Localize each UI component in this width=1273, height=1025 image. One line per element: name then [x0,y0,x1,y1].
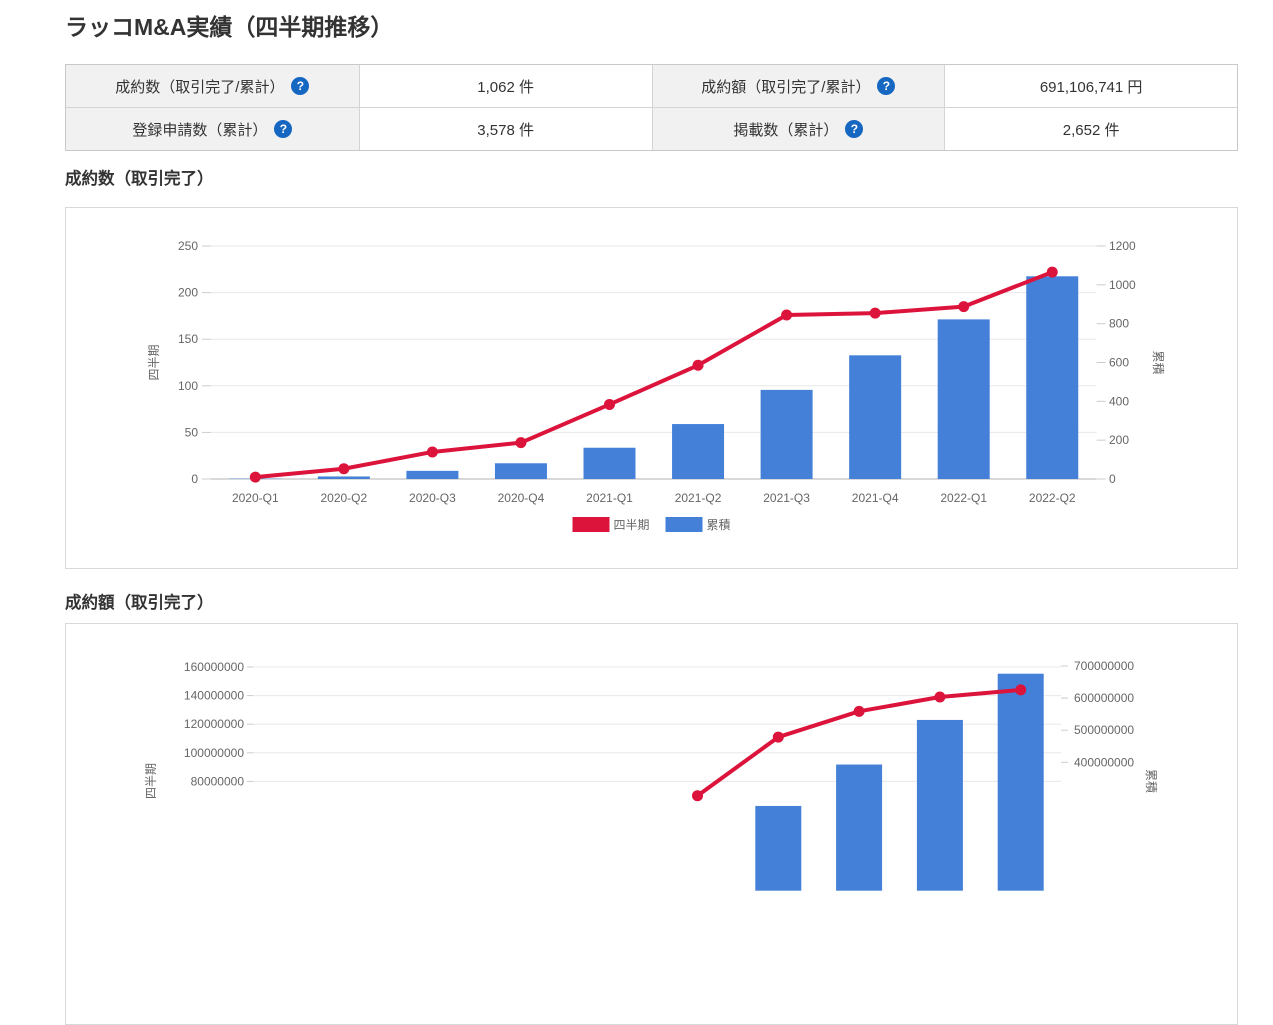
help-icon[interactable]: ? [274,120,292,138]
left-axis-tick-label: 80000000 [191,774,245,788]
right-axis-tick-label: 400000000 [1074,755,1134,769]
x-axis-label: 2021-Q1 [586,491,633,505]
right-axis-tick-label: 200 [1109,433,1129,447]
left-axis-tick-label: 140000000 [184,689,244,703]
stat-label-text: 成約数（取引完了/累計） [115,76,284,97]
stats-row-2: 登録申請数（累計） ? 3,578 件 掲載数（累計） ? 2,652 件 [66,107,1237,150]
left-axis-tick-label: 200 [178,286,198,300]
chart-contract-amount: 80000000 100000000 120000000 140000000 16000… [65,623,1238,1025]
chart-contract-count: 0 50 100 150 200 250 0 200 400 600 800 1000 1200 2020… [65,207,1238,569]
stat-listing-count-label: 掲載数（累計） ? [652,108,945,150]
stat-listing-count-value: 2,652 件 [944,108,1237,150]
x-axis-label: 2020-Q1 [232,491,279,505]
quarterly-line-point [692,790,703,801]
left-axis-tick-label: 160000000 [184,660,244,674]
right-axis-tick-label: 600000000 [1074,691,1134,705]
section-title-contract-amount: 成約額（取引完了） [65,593,1238,614]
stats-table: 成約数（取引完了/累計） ? 1,062 件 成約額（取引完了/累計） ? 69… [65,64,1238,151]
left-axis-title: 四半期 [147,344,161,380]
quarterly-line-point [693,360,704,371]
stat-contract-amount-label: 成約額（取引完了/累計） ? [652,65,945,107]
help-icon[interactable]: ? [845,120,863,138]
quarterly-line-point [781,309,792,320]
stat-contract-count-label: 成約数（取引完了/累計） ? [66,65,359,107]
cumulative-bar [672,424,724,479]
x-axis-label: 2021-Q4 [852,491,899,505]
page: ラッコM&A実績（四半期推移） 成約数（取引完了/累計） ? 1,062 件 成… [65,0,1238,1025]
x-axis-label: 2022-Q2 [1029,491,1076,505]
right-axis-tick-label: 400 [1109,394,1129,408]
x-axis-label: 2020-Q2 [320,491,367,505]
quarterly-line-point [250,472,261,483]
quarterly-line [255,272,1052,477]
cumulative-bar [755,806,801,891]
left-axis-tick-label: 250 [178,239,198,253]
x-axis-label: 2020-Q4 [498,491,545,505]
help-icon[interactable]: ? [291,77,309,95]
stat-registration-count-value: 3,578 件 [359,108,652,150]
right-axis-tick-label: 800 [1109,317,1129,331]
stat-contract-amount-value: 691,106,741 円 [944,65,1237,107]
quarterly-line-point [427,446,438,457]
x-axis-label: 2022-Q1 [940,491,987,505]
left-axis-tick-label: 120000000 [184,717,244,731]
stats-row-1: 成約数（取引完了/累計） ? 1,062 件 成約額（取引完了/累計） ? 69… [66,65,1237,107]
quarterly-line-point [958,301,969,312]
legend-swatch[interactable] [666,517,703,532]
stat-contract-count-value: 1,062 件 [359,65,652,107]
quarterly-line-point [515,437,526,448]
stat-registration-count-label: 登録申請数（累計） ? [66,108,359,150]
cumulative-bar [917,720,963,891]
legend-swatch[interactable] [573,517,610,532]
left-axis-tick-label: 100 [178,379,198,393]
right-axis-tick-label: 600 [1109,356,1129,370]
quarterly-line-point [870,308,881,319]
cumulative-bar [761,390,813,479]
left-axis-tick-label: 100000000 [184,746,244,760]
quarterly-line-point [1047,267,1058,278]
right-axis-title: 累積 [1144,769,1159,793]
cumulative-bar [1026,276,1078,479]
help-icon[interactable]: ? [877,77,895,95]
contract-count-combo-chart: 0 50 100 150 200 250 0 200 400 600 800 1000 1200 2020… [66,208,1237,568]
quarterly-line-point [604,399,615,410]
quarterly-line-point [1015,684,1026,695]
quarterly-line-point [854,706,865,717]
right-axis-tick-label: 700000000 [1074,659,1134,673]
x-axis-label: 2021-Q2 [675,491,722,505]
x-axis-label: 2020-Q3 [409,491,456,505]
right-axis-tick-label: 1000 [1109,278,1136,292]
x-axis-label: 2021-Q3 [763,491,810,505]
section-title-contract-count: 成約数（取引完了） [65,169,1238,190]
contract-amount-combo-chart: 80000000 100000000 120000000 140000000 16000… [66,624,1237,1024]
quarterly-line-point [934,692,945,703]
legend-label[interactable]: 四半期 [614,518,650,532]
cumulative-bar [584,448,636,479]
right-axis-tick-label: 1200 [1109,239,1136,253]
left-axis-tick-label: 0 [191,472,198,486]
quarterly-line-point [338,463,349,474]
right-axis-tick-label: 500000000 [1074,723,1134,737]
cumulative-bar [849,355,901,479]
cumulative-bar [495,463,547,479]
cumulative-bar [836,765,882,891]
cumulative-bar [406,471,458,479]
left-axis-title: 四半期 [144,763,158,799]
cumulative-bar [998,674,1044,891]
left-axis-tick-label: 150 [178,332,198,346]
stat-label-text: 成約額（取引完了/累計） [701,76,870,97]
cumulative-bar [318,476,370,479]
right-axis-title: 累積 [1151,350,1166,374]
cumulative-bar [938,319,990,479]
left-axis-tick-label: 50 [185,425,199,439]
quarterly-line-point [773,732,784,743]
right-axis-tick-label: 0 [1109,472,1116,486]
stat-label-text: 登録申請数（累計） [132,119,267,140]
legend-label[interactable]: 累積 [707,517,731,532]
stat-label-text: 掲載数（累計） [733,119,838,140]
page-title: ラッコM&A実績（四半期推移） [65,13,1238,41]
